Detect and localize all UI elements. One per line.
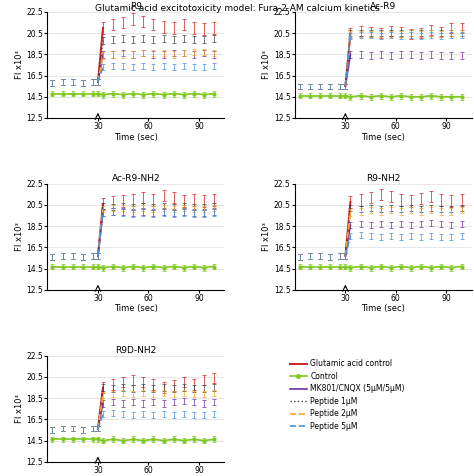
Y-axis label: FI x10³: FI x10³ — [15, 222, 24, 251]
Legend: Glutamic acid control, Control, MK801/CNQX (5μM/5μM), Peptide 1μM, Peptide 2μM, : Glutamic acid control, Control, MK801/CN… — [290, 359, 405, 431]
Y-axis label: FI x10³: FI x10³ — [262, 222, 271, 251]
Y-axis label: FI x10³: FI x10³ — [262, 50, 271, 79]
X-axis label: Time (sec): Time (sec) — [361, 132, 405, 141]
Y-axis label: FI x10³: FI x10³ — [15, 394, 24, 423]
Text: Glutamic acid excitotoxicity model: Fura-2 AM calcium kinetics: Glutamic acid excitotoxicity model: Fura… — [95, 4, 379, 13]
X-axis label: Time (sec): Time (sec) — [361, 305, 405, 313]
Title: R9D-NH2: R9D-NH2 — [115, 346, 156, 355]
Title: R9: R9 — [130, 2, 142, 11]
X-axis label: Time (sec): Time (sec) — [114, 132, 158, 141]
Title: Ac-R9-NH2: Ac-R9-NH2 — [111, 174, 160, 183]
Title: Ac-R9: Ac-R9 — [370, 2, 396, 11]
X-axis label: Time (sec): Time (sec) — [114, 305, 158, 313]
Title: R9-NH2: R9-NH2 — [366, 174, 401, 183]
Y-axis label: FI x10³: FI x10³ — [15, 50, 24, 79]
